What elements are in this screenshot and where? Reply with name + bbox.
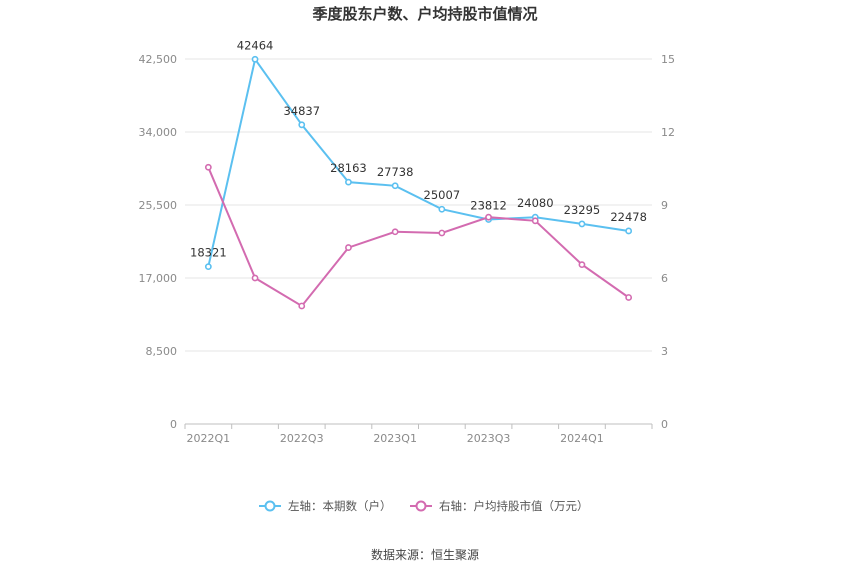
series-line xyxy=(207,166,630,308)
data-point[interactable] xyxy=(578,220,586,228)
data-label: 22478 xyxy=(610,210,647,224)
data-label: 23295 xyxy=(564,203,601,217)
data-label: 42464 xyxy=(237,38,274,52)
legend-item-right[interactable]: 右轴：户均持股市值（万元） xyxy=(410,499,589,513)
data-label: 27738 xyxy=(377,165,414,179)
right-tick-label: 15 xyxy=(661,53,675,66)
left-tick-label: 8,500 xyxy=(146,345,178,358)
left-axis: 0 8,500 17,000 25,500 34,000 42,500 xyxy=(139,53,178,431)
x-axis: 2022Q1 2022Q3 2023Q1 2023Q3 2024Q1 xyxy=(184,423,653,445)
x-tick-label: 2022Q3 xyxy=(280,432,324,445)
right-tick-label: 9 xyxy=(661,199,668,212)
x-tick-label: 2022Q1 xyxy=(187,432,231,445)
data-label: 34837 xyxy=(283,104,320,118)
legend-marker xyxy=(415,500,427,512)
data-label: 28163 xyxy=(330,161,367,175)
right-tick-label: 3 xyxy=(661,345,668,358)
data-label: 25007 xyxy=(424,188,461,202)
x-tick-label: 2024Q1 xyxy=(560,432,604,445)
left-tick-label: 0 xyxy=(170,418,177,431)
left-tick-label: 42,500 xyxy=(139,53,178,66)
right-axis: 0 3 6 9 12 15 xyxy=(661,53,675,431)
data-point[interactable] xyxy=(531,217,539,225)
x-tick-label: 2023Q1 xyxy=(373,432,417,445)
legend-item-left[interactable]: 左轴：本期数（户） xyxy=(259,499,392,513)
data-point[interactable] xyxy=(391,228,399,236)
series-right xyxy=(204,163,633,310)
left-tick-label: 17,000 xyxy=(139,272,178,285)
data-point[interactable] xyxy=(345,244,352,251)
right-tick-label: 6 xyxy=(661,272,668,285)
x-tick-label: 2023Q3 xyxy=(467,432,511,445)
data-point[interactable] xyxy=(438,205,446,213)
data-point[interactable] xyxy=(345,178,352,186)
left-tick-label: 25,500 xyxy=(139,199,178,212)
data-point[interactable] xyxy=(578,261,586,269)
data-point[interactable] xyxy=(204,263,212,271)
data-point[interactable] xyxy=(391,182,399,190)
legend-marker xyxy=(264,500,276,512)
data-point[interactable] xyxy=(251,55,259,63)
data-point[interactable] xyxy=(204,163,212,171)
series-line xyxy=(207,56,629,267)
right-tick-label: 0 xyxy=(661,418,668,431)
right-tick-label: 12 xyxy=(661,126,675,139)
data-point[interactable] xyxy=(438,229,446,237)
data-point[interactable] xyxy=(625,294,633,301)
legend-label: 左轴：本期数（户） xyxy=(288,499,392,513)
data-point[interactable] xyxy=(625,227,633,235)
legend-label: 右轴：户均持股市值（万元） xyxy=(439,499,589,513)
data-label: 18321 xyxy=(190,246,227,260)
data-point[interactable] xyxy=(298,121,306,129)
data-label: 23812 xyxy=(470,198,507,212)
data-point[interactable] xyxy=(485,213,492,221)
chart-title: 季度股东户数、户均持股市值情况 xyxy=(312,5,537,23)
data-label: 24080 xyxy=(517,196,554,210)
series-left: 18321 42464 34837 28163 27738 25007 23812 24080… xyxy=(190,38,647,271)
series-group: 18321 42464 34837 28163 27738 25007 23812 24080… xyxy=(190,38,647,310)
left-tick-label: 34,000 xyxy=(139,126,178,139)
legend[interactable]: 左轴：本期数（户） 右轴：户均持股市值（万元） xyxy=(259,499,589,513)
grid-lines xyxy=(185,58,652,352)
data-point[interactable] xyxy=(251,274,259,282)
data-point[interactable] xyxy=(298,302,306,310)
source-note: 数据来源：恒生聚源 xyxy=(371,547,479,562)
